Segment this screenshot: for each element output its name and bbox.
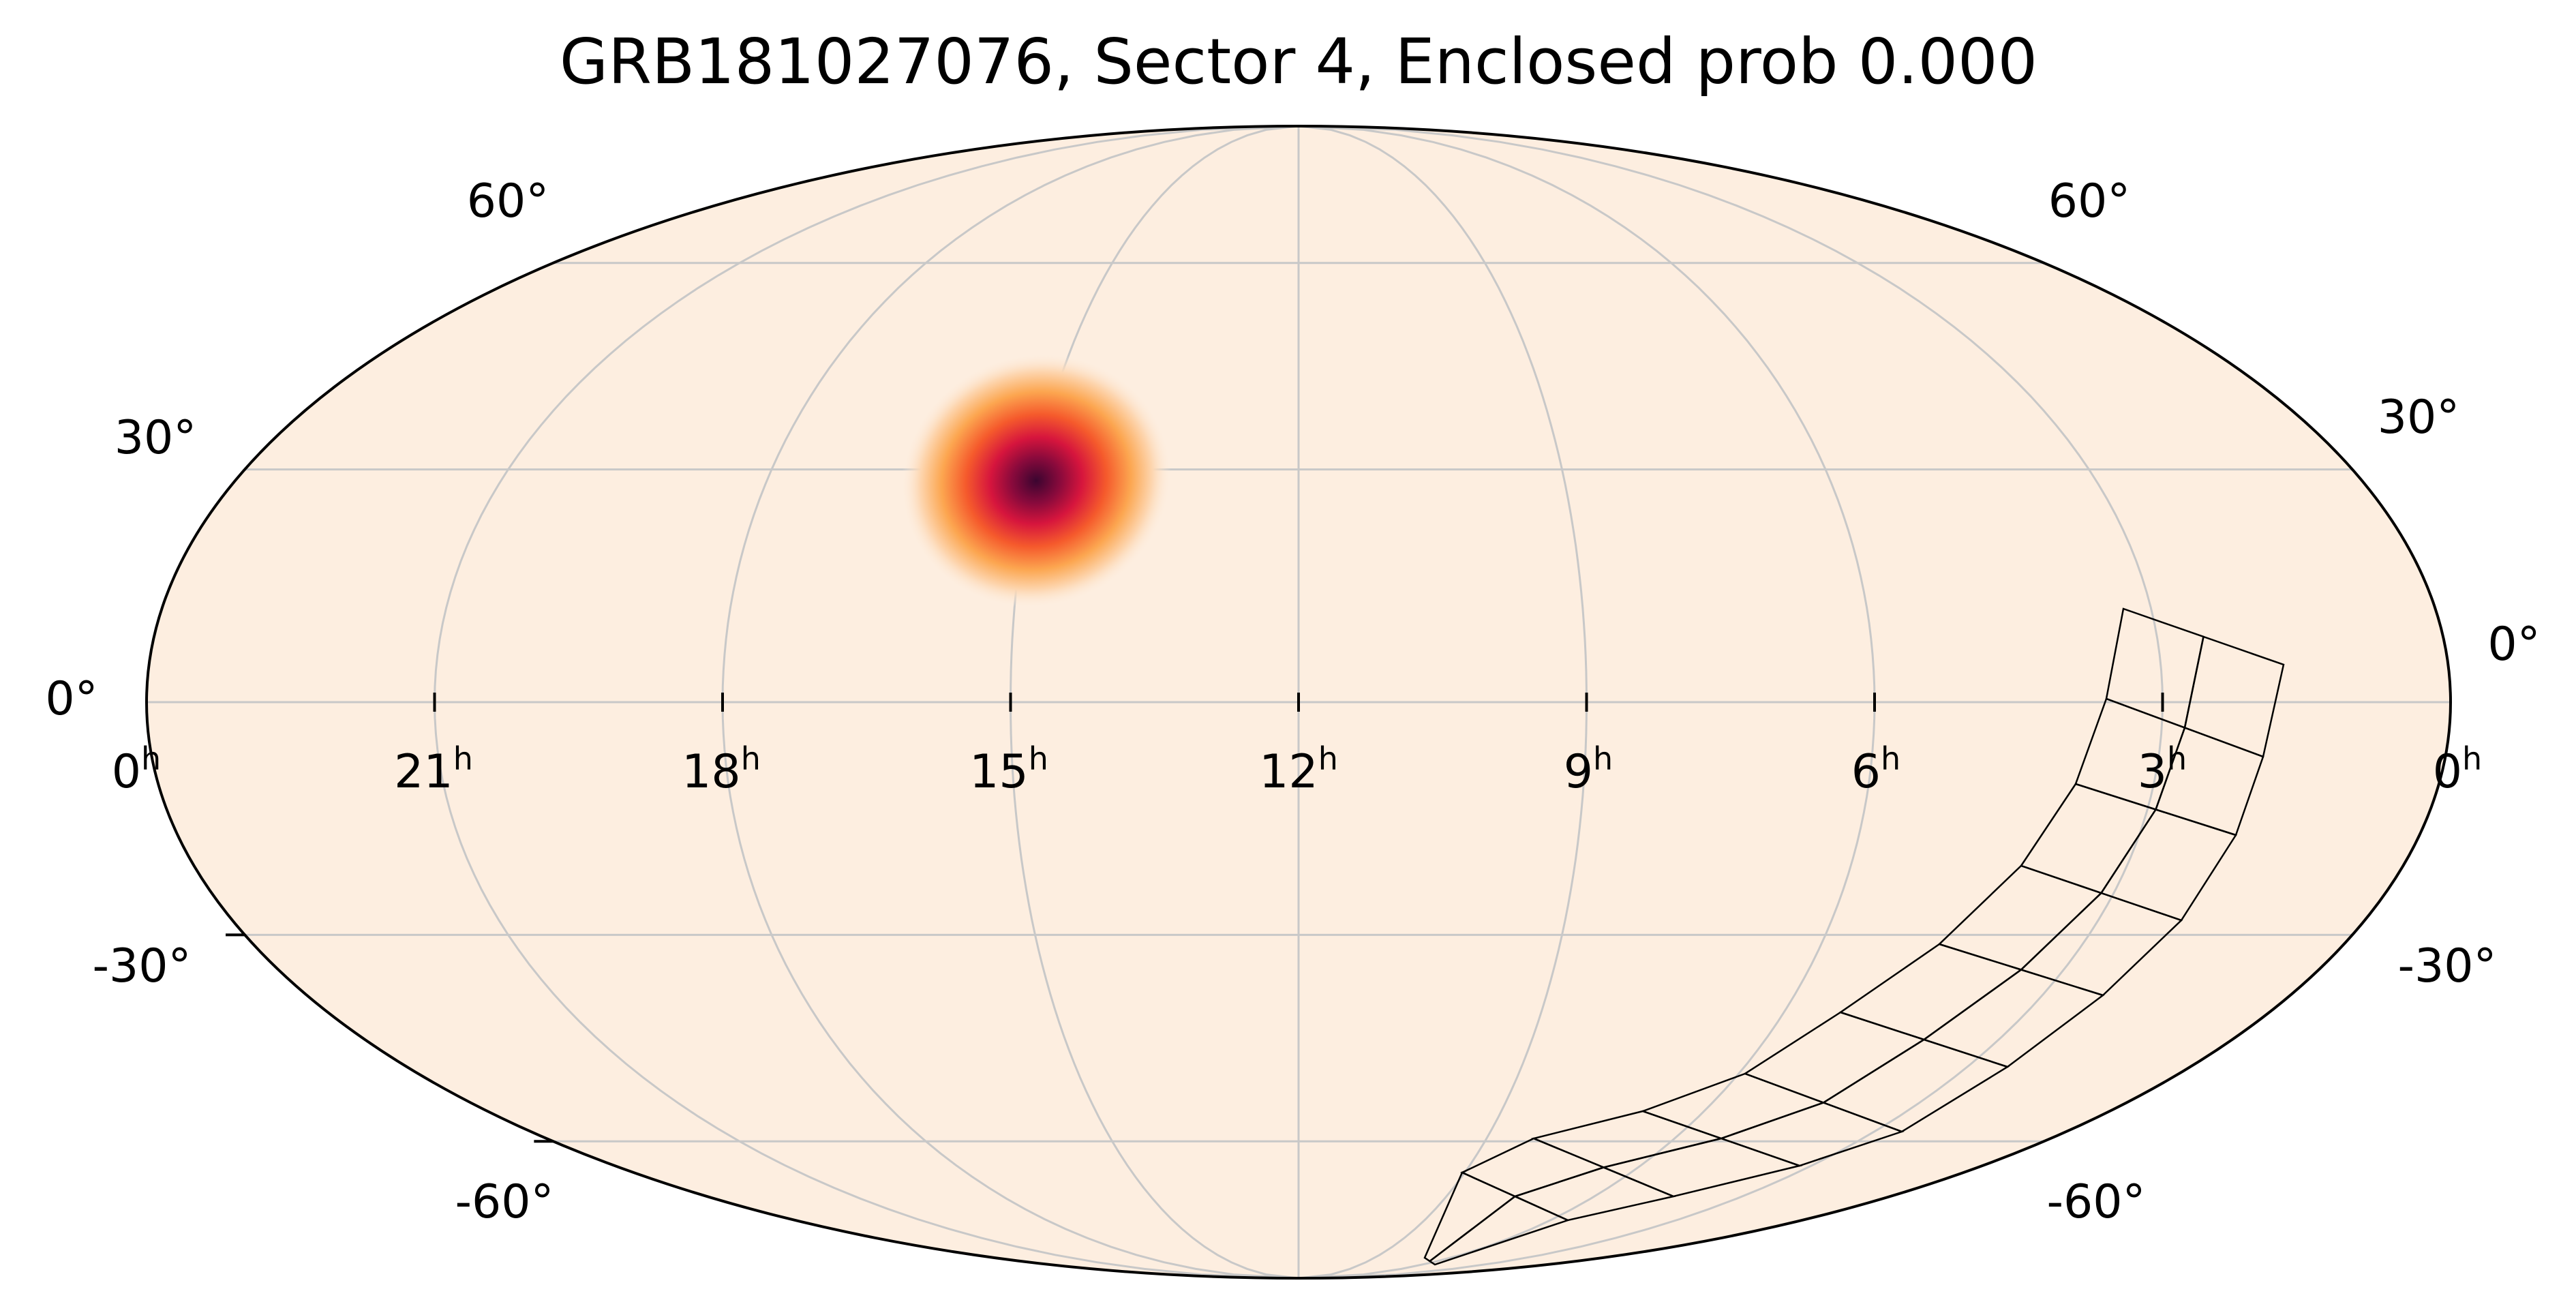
dec-label-right-0: 0° [2487,618,2540,671]
sector-footprint [1423,607,2285,1266]
dec-label-left-30: 30° [115,411,197,465]
ra-tick-label-12h: 12h [1259,740,1338,799]
ra-tick-label-15h: 15h [969,740,1048,799]
dec-label-right-60: 60° [2048,175,2131,228]
ra-tick-label-0h-left: 0h [112,740,161,799]
ra-tick-label-18h: 18h [682,740,761,799]
dec-label-right-30: 30° [2378,391,2460,444]
chart-title: GRB181027076, Sector 4, Enclosed prob 0.… [560,25,2037,98]
dec-label-left-60: 60° [467,175,549,228]
ra-tick-label-6h: 6h [1851,740,1900,799]
dec-label-left-minus60: -60° [455,1175,554,1229]
dec-axis-labels-right: 60° 30° 0° -30° -60° [2046,175,2540,1229]
dec-label-left-0: 0° [45,672,97,726]
ra-tick-label-21h: 21h [394,740,473,799]
map-outline [145,125,2452,1280]
ra-axis-labels: 0h 21h 18h 15h 12h 9h 6h 3h 0h [112,740,2482,799]
ra-tick-label-0h-right: 0h [2433,740,2482,799]
ccd-footprint [1428,1195,1571,1266]
dec-label-right-minus60: -60° [2046,1175,2145,1229]
dec-label-left-minus30: -30° [92,939,191,993]
axis-ticks [226,693,2164,1143]
probability-hotspot [900,353,1172,608]
ra-tick-label-3h: 3h [2138,740,2187,799]
ra-tick-label-9h: 9h [1564,740,1613,799]
dec-label-right-minus30: -30° [2397,939,2496,993]
dec-axis-labels-left: 60° 30° 0° -30° -60° [45,175,554,1229]
